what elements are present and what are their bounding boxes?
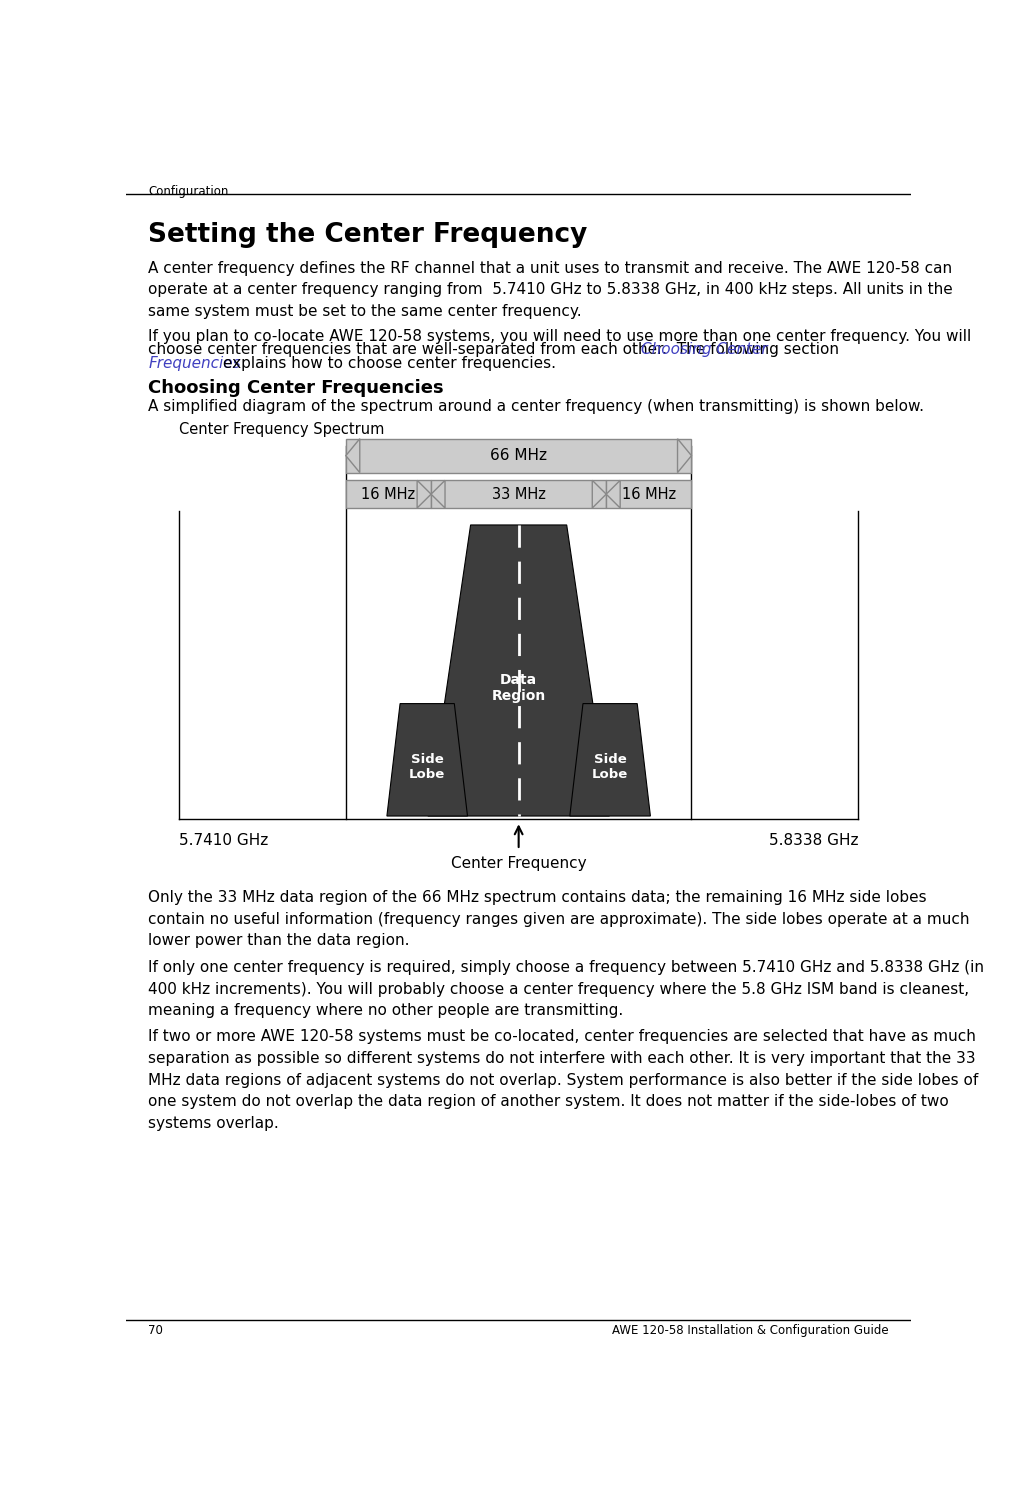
Text: If you plan to co-locate AWE 120-58 systems, you will need to use more than one : If you plan to co-locate AWE 120-58 syst…: [148, 328, 971, 344]
Text: 5.7410 GHz: 5.7410 GHz: [179, 833, 268, 848]
Text: explains how to choose center frequencies.: explains how to choose center frequencie…: [217, 357, 555, 372]
Text: Choosing Center Frequencies: Choosing Center Frequencies: [148, 378, 444, 396]
Bar: [606, 480, 691, 508]
Polygon shape: [417, 480, 431, 508]
Text: A center frequency defines the RF channel that a unit uses to transmit and recei: A center frequency defines the RF channe…: [148, 261, 952, 320]
Text: If two or more AWE 120-58 systems must be co-located, center frequencies are sel: If two or more AWE 120-58 systems must b…: [148, 1029, 978, 1131]
Bar: [431, 480, 606, 508]
Bar: [346, 438, 691, 472]
Text: Configuration: Configuration: [148, 184, 228, 198]
Text: Setting the Center Frequency: Setting the Center Frequency: [148, 222, 587, 249]
Text: AWE 120-58 Installation & Configuration Guide: AWE 120-58 Installation & Configuration …: [612, 1324, 889, 1336]
Polygon shape: [346, 438, 360, 472]
Text: 70: 70: [148, 1324, 163, 1336]
Text: Choosing Center: Choosing Center: [640, 342, 767, 357]
Polygon shape: [569, 704, 650, 816]
Bar: [346, 480, 431, 508]
Text: 66 MHz: 66 MHz: [489, 448, 547, 464]
Polygon shape: [606, 480, 620, 508]
Text: Frequencies: Frequencies: [148, 357, 241, 372]
Text: 33 MHz: 33 MHz: [491, 486, 545, 501]
Text: Data
Region: Data Region: [491, 674, 545, 704]
Polygon shape: [431, 480, 445, 508]
Polygon shape: [676, 438, 691, 472]
Polygon shape: [591, 480, 606, 508]
Text: Side
Lobe: Side Lobe: [408, 753, 445, 780]
Text: If only one center frequency is required, simply choose a frequency between 5.74: If only one center frequency is required…: [148, 960, 984, 1018]
Text: Only the 33 MHz data region of the 66 MHz spectrum contains data; the remaining : Only the 33 MHz data region of the 66 MH…: [148, 890, 969, 948]
Text: 16 MHz: 16 MHz: [361, 486, 416, 501]
Text: 5.8338 GHz: 5.8338 GHz: [767, 833, 857, 848]
Text: A simplified diagram of the spectrum around a center frequency (when transmittin: A simplified diagram of the spectrum aro…: [148, 399, 923, 414]
Polygon shape: [386, 704, 467, 816]
Text: Center Frequency: Center Frequency: [450, 856, 586, 871]
Text: Side
Lobe: Side Lobe: [591, 753, 628, 780]
Text: Center Frequency Spectrum: Center Frequency Spectrum: [179, 422, 384, 436]
Text: 16 MHz: 16 MHz: [621, 486, 675, 501]
Polygon shape: [428, 525, 609, 816]
Text: choose center frequencies that are well-separated from each other.  The followin: choose center frequencies that are well-…: [148, 342, 843, 357]
